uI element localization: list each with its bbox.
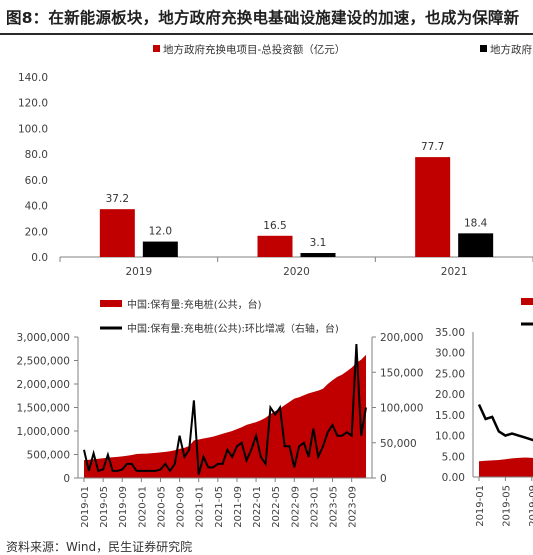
y-tick-label-3: 0.00 bbox=[442, 472, 465, 484]
legend-swatch-2 bbox=[480, 45, 487, 52]
legend-label-area: 中国:保有量:充电桩(公共，台) bbox=[127, 298, 262, 311]
x-tick-label-2: 2020-09 bbox=[176, 486, 187, 528]
x-tick-label-2: 2020-05 bbox=[156, 486, 167, 528]
title-rule bbox=[0, 33, 533, 35]
legend-swatch-area bbox=[100, 300, 122, 307]
x-tick-label-3: 2019-09 bbox=[528, 485, 533, 527]
y-left-tick-label: 1,000,000 bbox=[17, 426, 70, 438]
x-tick-label-2: 2022-09 bbox=[290, 486, 301, 528]
bar-investment-2019 bbox=[99, 209, 135, 257]
y-tick-label: 60.0 bbox=[25, 175, 48, 187]
area-series-3 bbox=[479, 457, 533, 477]
bar-count-2021 bbox=[458, 233, 494, 257]
source-note: 资料来源：Wind，民生证券研究院 bbox=[6, 540, 193, 554]
x-tick-label: 2020 bbox=[283, 266, 310, 278]
legend-swatch-1 bbox=[153, 45, 160, 52]
line-series-3 bbox=[477, 403, 533, 442]
bar-count-2019 bbox=[142, 241, 178, 257]
y-tick-label-3: 20.00 bbox=[435, 389, 465, 401]
x-tick-label-2: 2022-01 bbox=[252, 486, 263, 528]
data-label: 77.7 bbox=[421, 141, 444, 153]
y-tick-label: 40.0 bbox=[25, 201, 48, 213]
y-tick-label: 80.0 bbox=[25, 149, 48, 161]
y-right-tick-label: 200,000 bbox=[380, 332, 423, 344]
legend-label-2: 地方政府 bbox=[490, 43, 532, 56]
y-tick-label-3: 25.00 bbox=[435, 368, 465, 380]
x-tick-label-2: 2020-01 bbox=[137, 486, 148, 528]
data-label: 12.0 bbox=[149, 226, 172, 238]
legend-swatch-3a bbox=[521, 298, 533, 305]
x-tick-label-2: 2019-05 bbox=[99, 486, 110, 528]
y-left-tick-label: 0 bbox=[63, 473, 70, 485]
y-right-tick-label: 100,000 bbox=[380, 403, 423, 415]
x-tick-label-2: 2022-05 bbox=[271, 486, 282, 528]
y-right-tick-label: 150,000 bbox=[380, 367, 423, 379]
data-label: 3.1 bbox=[310, 237, 327, 249]
x-tick-label-2: 2021-01 bbox=[195, 486, 206, 528]
legend-label-line: 中国:保有量:充电桩(公共):环比增减（右轴，台) bbox=[127, 322, 339, 335]
data-label: 37.2 bbox=[106, 193, 129, 205]
y-tick-label: 20.0 bbox=[25, 226, 48, 238]
y-right-tick-label: 0 bbox=[380, 473, 387, 485]
bar-investment-2021 bbox=[415, 157, 451, 257]
y-left-tick-label: 3,000,000 bbox=[17, 332, 70, 344]
y-tick-label: 140.0 bbox=[18, 72, 48, 84]
x-tick-label-3: 2019-05 bbox=[501, 485, 512, 527]
x-tick-label: 2019 bbox=[125, 266, 152, 278]
x-tick-label-2: 2021-05 bbox=[214, 486, 225, 528]
y-tick-label: 0.0 bbox=[31, 252, 48, 264]
area-charger-stock bbox=[84, 354, 366, 478]
y-left-tick-label: 1,500,000 bbox=[17, 403, 70, 415]
y-left-tick-label: 2,500,000 bbox=[17, 356, 70, 368]
figure-title: 图8：在新能源板块，地方政府充换电基础设施建设的加速，也成为保障新 bbox=[6, 9, 520, 27]
x-tick-label-2: 2023-05 bbox=[329, 486, 340, 528]
x-tick-label-2: 2019-09 bbox=[118, 486, 129, 528]
data-label: 16.5 bbox=[263, 220, 286, 232]
y-tick-label: 120.0 bbox=[18, 98, 48, 110]
y-tick-label-3: 10.00 bbox=[435, 431, 465, 443]
y-tick-label-3: 5.00 bbox=[442, 451, 465, 463]
y-left-tick-label: 500,000 bbox=[27, 450, 70, 462]
line-monthly-change bbox=[83, 344, 367, 475]
y-tick-label: 100.0 bbox=[18, 123, 48, 135]
bar-investment-2020 bbox=[257, 235, 293, 257]
y-left-tick-label: 2,000,000 bbox=[17, 379, 70, 391]
x-tick-label-2: 2023-01 bbox=[309, 486, 320, 528]
y-tick-label-3: 15.00 bbox=[435, 410, 465, 422]
x-tick-label-2: 2019-01 bbox=[80, 486, 91, 528]
legend-label-1: 地方政府充换电项目-总投资额（亿元） bbox=[163, 43, 345, 56]
x-tick-label-2: 2023-09 bbox=[348, 486, 359, 528]
x-tick-label: 2021 bbox=[441, 266, 468, 278]
x-tick-label-2: 2021-09 bbox=[233, 486, 244, 528]
data-label: 18.4 bbox=[464, 217, 488, 229]
y-tick-label-3: 35.00 bbox=[435, 327, 465, 339]
y-tick-label-3: 30.00 bbox=[435, 348, 465, 360]
x-tick-label-3: 2019-01 bbox=[475, 485, 486, 527]
bar-count-2020 bbox=[300, 253, 336, 257]
y-right-tick-label: 50,000 bbox=[380, 438, 417, 450]
